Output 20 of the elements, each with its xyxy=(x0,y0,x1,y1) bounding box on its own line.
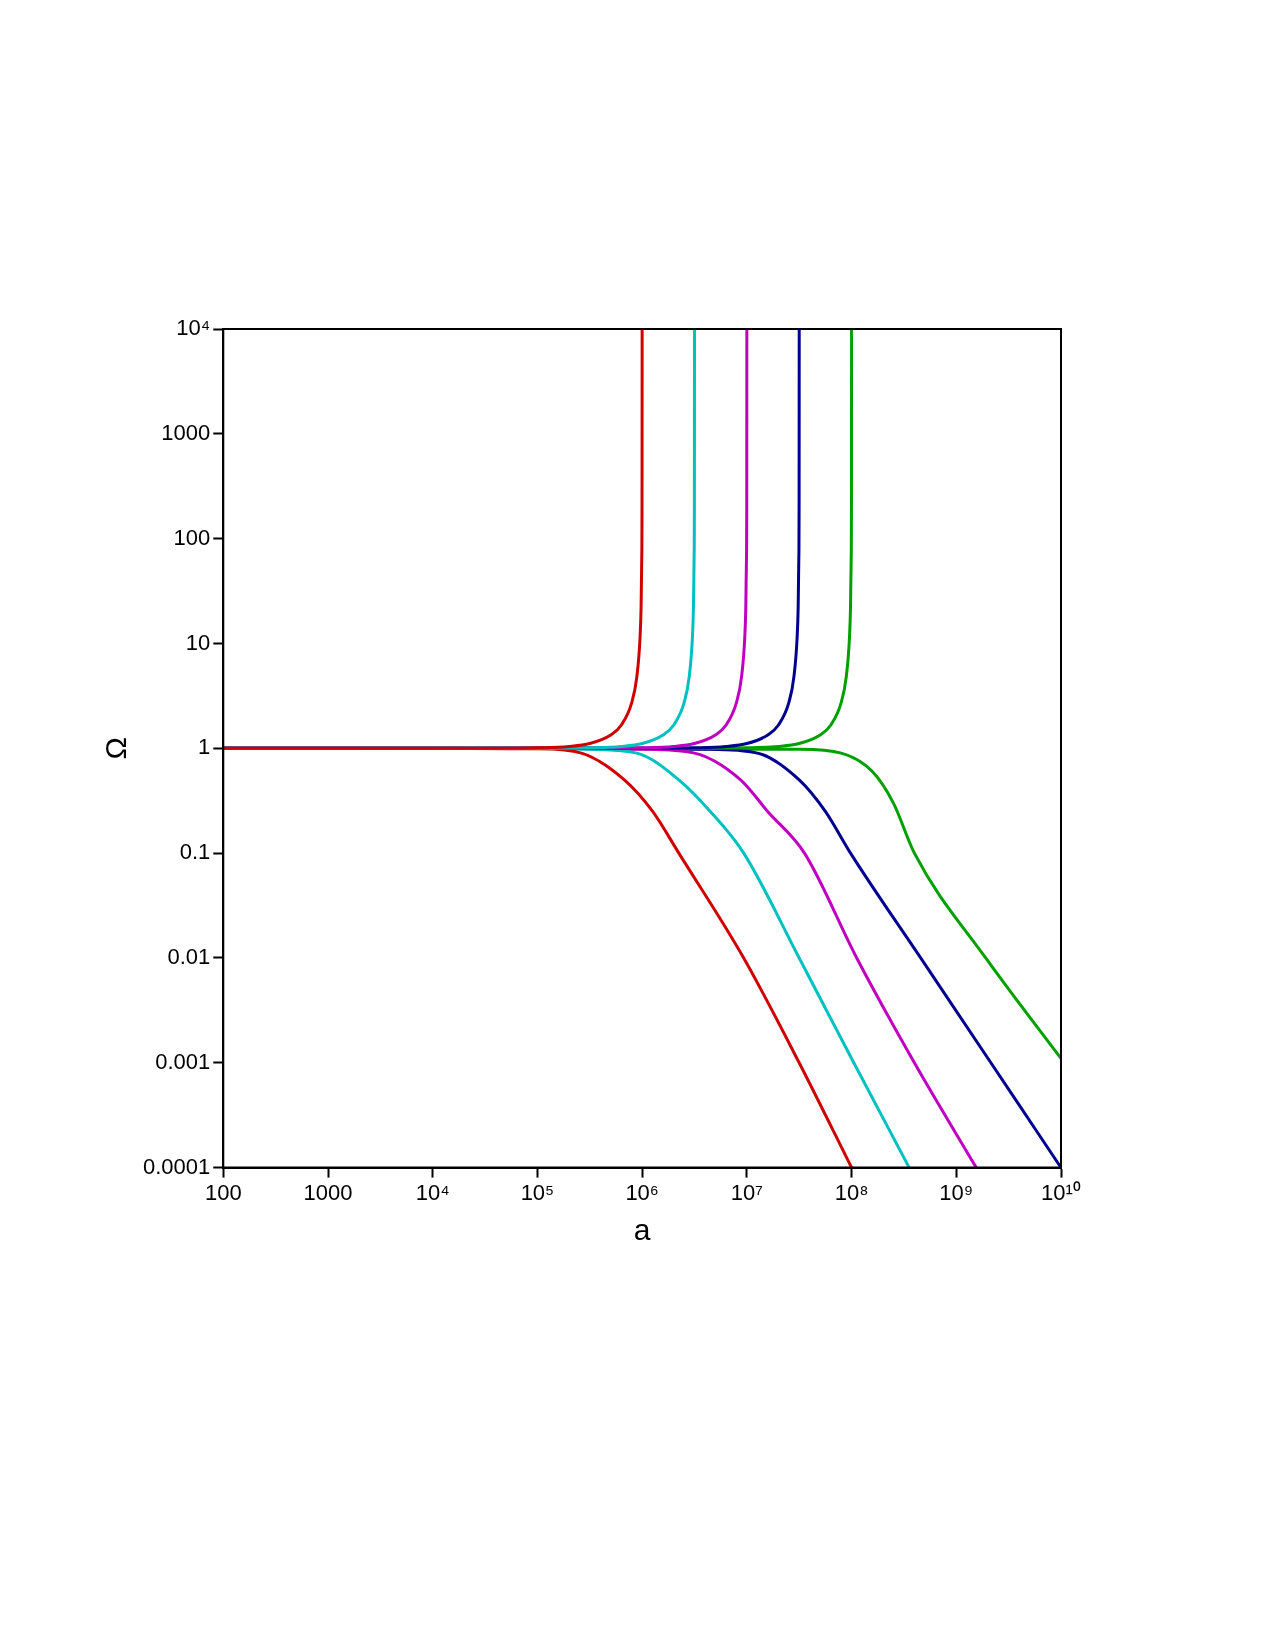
y-tick-label: 1000 xyxy=(161,419,211,445)
x-axis-title: a xyxy=(633,1213,651,1247)
x-tick-label: 10⁹ xyxy=(939,1179,974,1205)
y-tick-label: 0.0001 xyxy=(142,1153,211,1179)
y-tick-label: 0.01 xyxy=(167,944,211,970)
y-tick-label: 100 xyxy=(173,524,211,550)
x-tick-label: 10⁷ xyxy=(730,1179,764,1205)
x-tick-label: 100 xyxy=(204,1179,242,1205)
x-tick-label: 1000 xyxy=(303,1179,353,1205)
y-tick-label: 0.001 xyxy=(155,1048,211,1074)
y-tick-label: 1 xyxy=(198,734,211,760)
x-tick-label: 10⁴ xyxy=(415,1179,450,1205)
y-tick-label: 0.1 xyxy=(179,839,211,865)
x-tick-label: 10¹⁰ xyxy=(1041,1179,1081,1205)
y-axis-title: Ω xyxy=(99,737,133,760)
x-tick-label: 10⁵ xyxy=(520,1179,555,1205)
y-tick-label: 10⁴ xyxy=(176,315,211,341)
x-tick-label: 10⁶ xyxy=(625,1179,659,1205)
x-tick-label: 10⁸ xyxy=(834,1179,869,1205)
y-tick-label: 10 xyxy=(185,629,211,655)
